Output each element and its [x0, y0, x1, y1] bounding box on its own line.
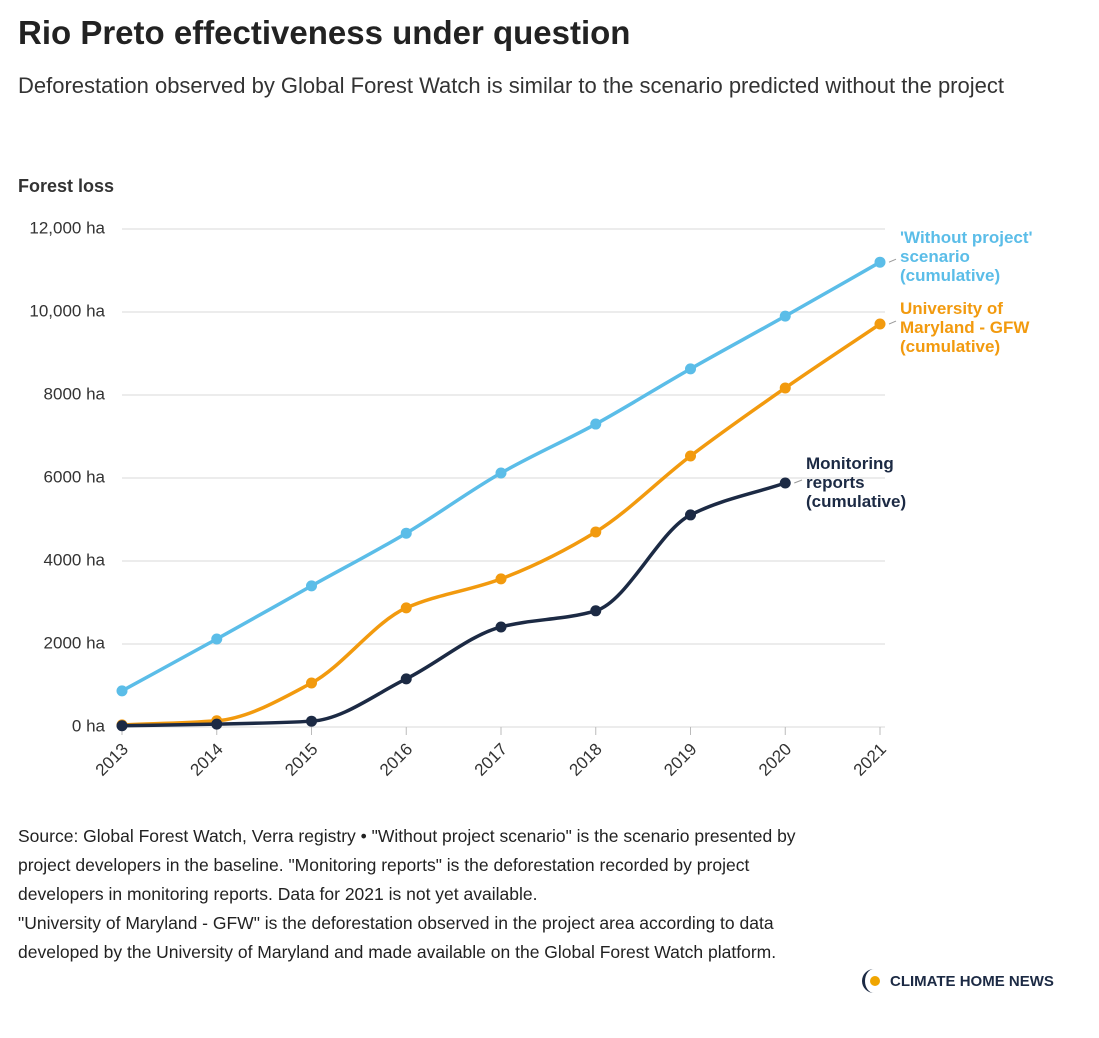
series-label: 'Without project' scenario (cumulative) [900, 228, 1033, 285]
label-connector [888, 320, 897, 325]
point [306, 677, 317, 689]
x-tick-label: 2018 [566, 740, 606, 780]
point [495, 621, 507, 633]
point [779, 310, 791, 322]
point [306, 580, 317, 592]
y-tick-label: 10,000 ha [29, 301, 105, 320]
chart-subtitle: Deforestation observed by Global Forest … [18, 73, 1004, 98]
x-tick-label: 2014 [187, 740, 227, 780]
point [590, 605, 602, 617]
source-note: Source: Global Forest Watch, Verra regis… [18, 826, 796, 904]
y-tick-label: 8000 ha [44, 384, 106, 403]
x-tick-label: 2020 [755, 740, 795, 780]
x-tick-label: 2015 [281, 740, 321, 780]
logo-icon [862, 969, 880, 993]
point [400, 673, 412, 685]
point [590, 526, 602, 538]
y-tick-label: 12,000 ha [29, 218, 105, 237]
point [116, 685, 128, 697]
point [211, 718, 223, 730]
y-tick-label: 0 ha [72, 716, 106, 735]
series-label: Monitoring reports (cumulative) [806, 454, 907, 511]
chart: 0 ha 2000 ha 4000 ha 6000 ha 8000 ha 10,000 h… [29, 218, 897, 780]
source-note: "University of Maryland - GFW" is the de… [18, 913, 777, 962]
label-connector [888, 258, 897, 263]
chart-title: Rio Preto effectiveness under question [18, 14, 631, 51]
point [590, 418, 602, 430]
point [779, 477, 791, 489]
x-tick-label: 2016 [376, 740, 416, 780]
point [400, 602, 412, 614]
point [400, 527, 412, 539]
point [874, 318, 886, 330]
x-tick-label: 2021 [850, 740, 890, 780]
line [121, 481, 786, 728]
line [121, 322, 881, 727]
y-tick-label: 6000 ha [44, 467, 106, 486]
x-tick-label: 2017 [471, 740, 511, 780]
point [495, 573, 507, 585]
point [211, 633, 223, 645]
x-tick-label: 2019 [660, 740, 700, 780]
series-label: University of Maryland - GFW (cumulative… [900, 299, 1030, 356]
y-axis-title: Forest loss [18, 176, 115, 196]
point [685, 509, 696, 521]
x-tick-label: 2013 [92, 740, 132, 780]
point [874, 256, 886, 268]
point [779, 382, 791, 394]
y-tick-label: 4000 ha [44, 550, 106, 569]
point [116, 720, 128, 732]
logo-text: CLIMATE HOME NEWS [890, 972, 1054, 990]
point [495, 467, 507, 479]
point [685, 363, 696, 375]
footnote: Source: Global Forest Watch, Verra regis… [18, 822, 838, 967]
label-connector [794, 479, 803, 484]
logo: CLIMATE HOME NEWS [860, 968, 1054, 994]
point [685, 450, 696, 462]
y-tick-label: 2000 ha [44, 633, 106, 652]
point [306, 715, 317, 727]
